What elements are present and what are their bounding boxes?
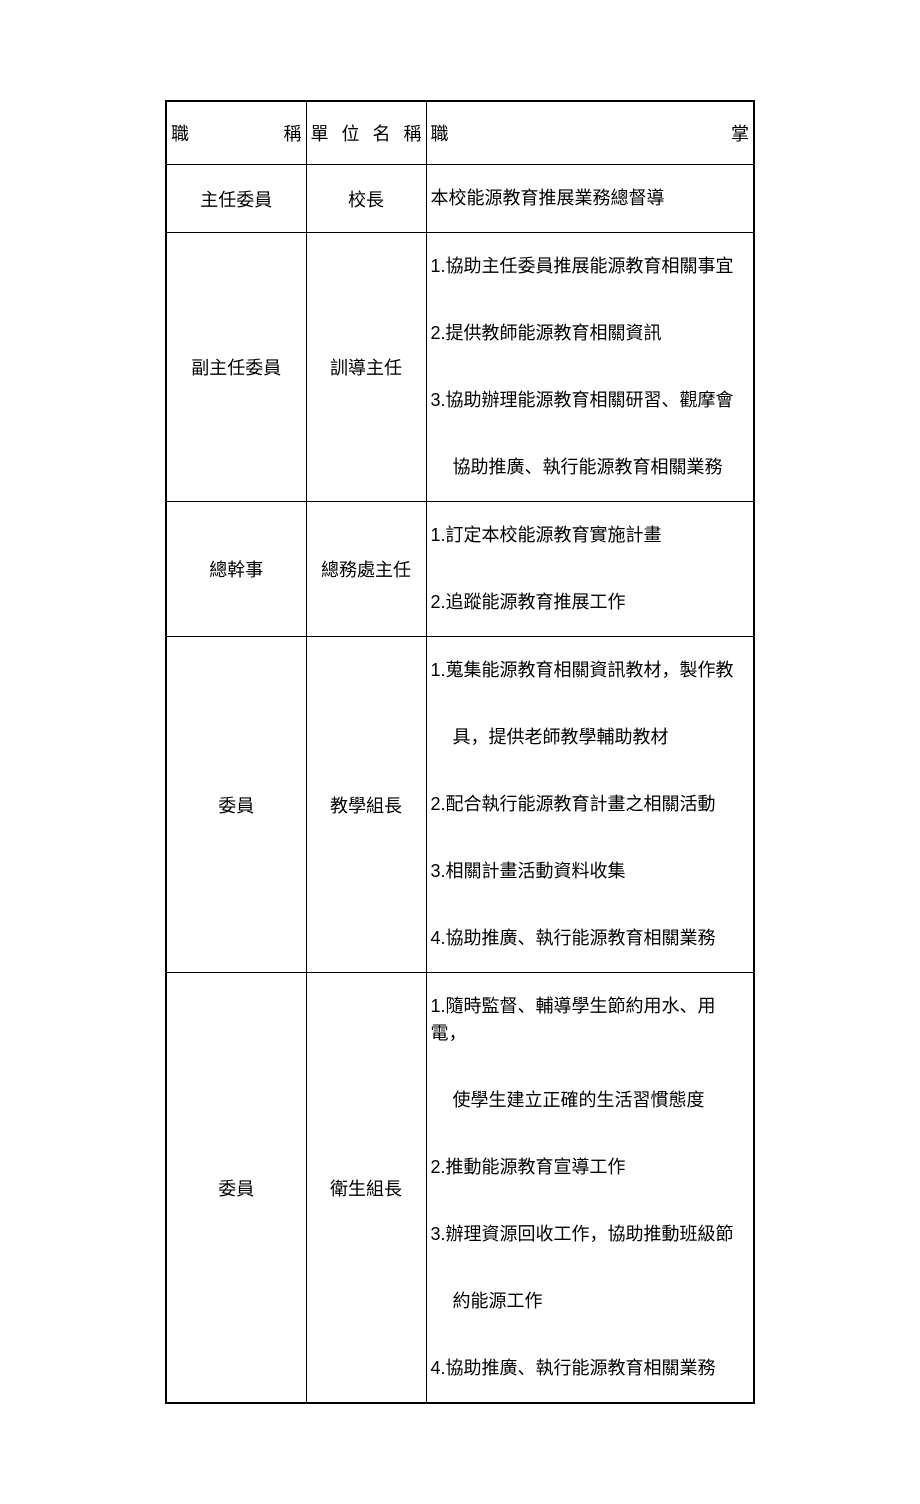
duty-line: 1.訂定本校能源教育實施計畫 xyxy=(427,502,754,569)
duty-line: 本校能源教育推展業務總督導 xyxy=(427,165,754,232)
cell-duties: 1.隨時監督、輔導學生節約用水、用電，使學生建立正確的生活習慣態度2.推動能源教… xyxy=(426,973,754,1404)
cell-duties: 1.協助主任委員推展能源教育相關事宜2.提供教師能源教育相關資訊3.協助辦理能源… xyxy=(426,233,754,502)
duty-line: 1.蒐集能源教育相關資訊教材，製作教 xyxy=(427,637,754,704)
cell-position: 委員 xyxy=(166,973,306,1404)
duty-line: 2.提供教師能源教育相關資訊 xyxy=(427,300,754,367)
header-duties: 職 掌 xyxy=(426,101,754,165)
cell-unit: 總務處主任 xyxy=(306,502,426,637)
cell-unit: 教學組長 xyxy=(306,637,426,973)
cell-duties: 本校能源教育推展業務總督導 xyxy=(426,165,754,233)
table-row: 委員教學組長1.蒐集能源教育相關資訊教材，製作教具，提供老師教學輔助教材2.配合… xyxy=(166,637,754,973)
duty-line: 1.協助主任委員推展能源教育相關事宜 xyxy=(427,233,754,300)
committee-table: 職 稱 單 位 名 稱 職 掌 主任委員校長本校能源教育推展業務總督導副主任委員… xyxy=(165,100,755,1404)
table-header-row: 職 稱 單 位 名 稱 職 掌 xyxy=(166,101,754,165)
duty-line: 2.推動能源教育宣導工作 xyxy=(427,1134,754,1201)
cell-duties: 1.訂定本校能源教育實施計畫2.追蹤能源教育推展工作 xyxy=(426,502,754,637)
table-row: 主任委員校長本校能源教育推展業務總督導 xyxy=(166,165,754,233)
table-row: 副主任委員訓導主任1.協助主任委員推展能源教育相關事宜2.提供教師能源教育相關資… xyxy=(166,233,754,502)
header-position: 職 稱 xyxy=(166,101,306,165)
header-unit: 單 位 名 稱 xyxy=(306,101,426,165)
cell-position: 委員 xyxy=(166,637,306,973)
cell-position: 副主任委員 xyxy=(166,233,306,502)
duty-line: 3.協助辦理能源教育相關研習、觀摩會 xyxy=(427,367,754,434)
duty-line: 具，提供老師教學輔助教材 xyxy=(427,704,754,771)
duty-line: 2.追蹤能源教育推展工作 xyxy=(427,569,754,636)
duty-line: 3.辦理資源回收工作，協助推動班級節 xyxy=(427,1201,754,1268)
cell-unit: 訓導主任 xyxy=(306,233,426,502)
duty-line: 4.協助推廣、執行能源教育相關業務 xyxy=(427,905,754,972)
cell-unit: 衛生組長 xyxy=(306,973,426,1404)
cell-position: 主任委員 xyxy=(166,165,306,233)
cell-duties: 1.蒐集能源教育相關資訊教材，製作教具，提供老師教學輔助教材2.配合執行能源教育… xyxy=(426,637,754,973)
duty-line: 1.隨時監督、輔導學生節約用水、用電， xyxy=(427,973,754,1067)
duty-line: 4.協助推廣、執行能源教育相關業務 xyxy=(427,1335,754,1402)
duty-line: 使學生建立正確的生活習慣態度 xyxy=(427,1067,754,1134)
cell-position: 總幹事 xyxy=(166,502,306,637)
cell-unit: 校長 xyxy=(306,165,426,233)
duty-line: 2.配合執行能源教育計畫之相關活動 xyxy=(427,771,754,838)
table-body: 主任委員校長本校能源教育推展業務總督導副主任委員訓導主任1.協助主任委員推展能源… xyxy=(166,165,754,1404)
table-row: 總幹事總務處主任1.訂定本校能源教育實施計畫2.追蹤能源教育推展工作 xyxy=(166,502,754,637)
duty-line: 協助推廣、執行能源教育相關業務 xyxy=(427,434,754,501)
duty-line: 3.相關計畫活動資料收集 xyxy=(427,838,754,905)
table-row: 委員衛生組長1.隨時監督、輔導學生節約用水、用電，使學生建立正確的生活習慣態度2… xyxy=(166,973,754,1404)
